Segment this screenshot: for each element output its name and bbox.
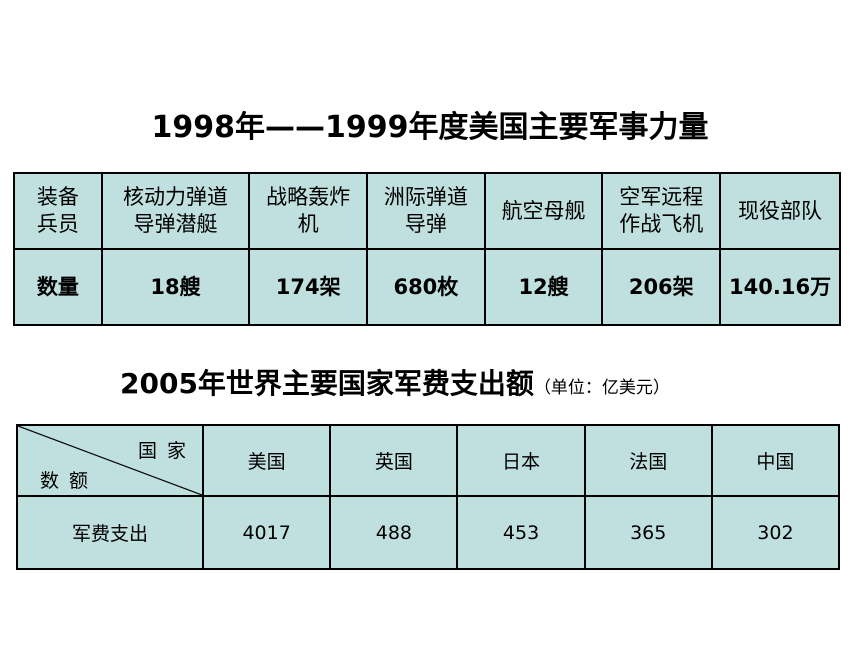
diagonal-line	[18, 426, 202, 495]
header-cell-icbm: 洲际弹道 导弹	[366, 172, 486, 250]
country-header: 日本	[456, 424, 586, 497]
military-spending-table: 国 家 数 额 美国 英国 日本 法国 中国 军费支出 4017 488 453…	[16, 424, 841, 570]
header-cell-troops: 现役部队	[719, 172, 841, 250]
header-line: 航空母舰	[501, 198, 586, 223]
value-cell: 365	[583, 495, 713, 570]
country-header: 中国	[710, 424, 841, 497]
country-header: 法国	[583, 424, 713, 497]
header-cell-bombers: 战略轰炸机	[248, 172, 369, 250]
row-label-quantity: 数量	[13, 248, 103, 326]
corner-label-country: 国 家	[137, 440, 188, 462]
header-line: 洲际弹道 导弹	[383, 185, 468, 236]
table-row: 军费支出 4017 488 453 365 302	[16, 495, 841, 570]
value-cell: 206架	[601, 248, 722, 326]
diagonal-header-cell: 国 家 数 额	[16, 424, 204, 497]
value-cell: 453	[456, 495, 586, 570]
header-cell-aircraft: 空军远程 作战飞机	[601, 172, 722, 250]
country-header: 美国	[201, 424, 332, 497]
table-header-row: 国 家 数 额 美国 英国 日本 法国 中国	[16, 424, 841, 497]
table-row: 数量 18艘 174架 680枚 12艘 206架 140.16万	[13, 248, 841, 326]
value-cell: 18艘	[100, 248, 251, 326]
unit-note: （单位：亿美元）	[533, 378, 670, 398]
row-label-spending: 军费支出	[16, 495, 204, 570]
header-line: 空军远程 作战飞机	[619, 185, 704, 236]
value-cell: 174架	[248, 248, 369, 326]
header-line: 现役部队	[738, 198, 823, 223]
value-cell: 12艘	[483, 248, 604, 326]
corner-label-amount: 数 额	[40, 470, 91, 492]
header-line: 核动力弹道 导弹潜艇	[123, 185, 229, 236]
header-cell-carriers: 航空母舰	[483, 172, 604, 250]
slide-title-military-forces: 1998年——1999年度美国主要军事力量	[151, 110, 709, 145]
country-header: 英国	[329, 424, 459, 497]
value-cell: 4017	[201, 495, 332, 570]
header-cell-ssbn: 核动力弹道 导弹潜艇	[100, 172, 251, 250]
us-military-forces-table: 装备 兵员 核动力弹道 导弹潜艇 战略轰炸机 洲际弹道 导弹 航空母舰 空军远程 作战飞…	[13, 172, 841, 326]
value-cell: 140.16万	[719, 248, 841, 326]
header-line: 装备 兵员	[36, 185, 79, 236]
value-cell: 302	[710, 495, 841, 570]
header-line: 战略轰炸机	[266, 185, 351, 236]
table-header-row: 装备 兵员 核动力弹道 导弹潜艇 战略轰炸机 洲际弹道 导弹 航空母舰 空军远程 作战飞…	[13, 172, 841, 250]
slide-title-military-spending: 2005年世界主要国家军费支出额（单位：亿美元）	[120, 362, 670, 402]
value-cell: 680枚	[366, 248, 486, 326]
title2-text: 2005年世界主要国家军费支出额	[120, 367, 534, 400]
value-cell: 488	[329, 495, 459, 570]
header-cell-equipment: 装备 兵员	[13, 172, 103, 250]
